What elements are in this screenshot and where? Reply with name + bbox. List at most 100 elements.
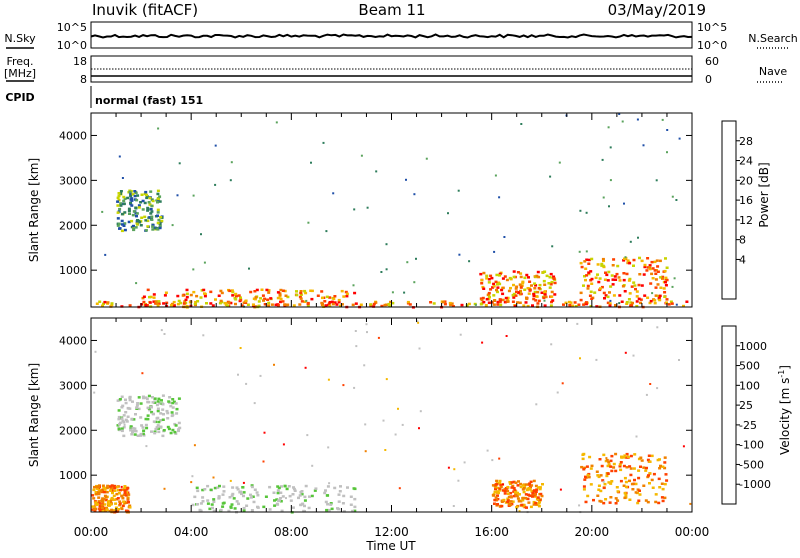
velocity-cell <box>101 488 104 492</box>
velocity-cell <box>157 430 161 434</box>
velocity-cell <box>525 483 529 486</box>
velocity-cell <box>128 407 132 410</box>
velocity-cell <box>494 487 497 491</box>
power-cell <box>519 284 523 288</box>
power-cell <box>501 277 505 280</box>
velocity-cell <box>503 489 507 493</box>
power-cell <box>200 289 204 292</box>
velocity-cell <box>584 500 588 504</box>
velocity-cell <box>632 354 635 357</box>
velocity-cell <box>650 454 654 458</box>
velocity-cell <box>459 333 462 336</box>
velocity-cell <box>150 410 154 414</box>
power-cell <box>638 273 642 276</box>
velocity-cell <box>605 474 609 478</box>
power-cell <box>226 304 230 307</box>
velocity-cell <box>689 502 692 505</box>
power-cell <box>116 196 120 200</box>
velocity-cell <box>171 428 175 432</box>
velocity-cell <box>622 484 626 487</box>
power-cell <box>542 296 546 300</box>
power-cell <box>545 274 549 278</box>
power-cell <box>627 279 631 282</box>
velocity-cell <box>297 496 300 500</box>
power-cell <box>239 298 243 301</box>
power-cell <box>150 215 154 218</box>
power-cell <box>352 284 355 287</box>
velocity-cell <box>299 503 303 507</box>
power-cell <box>460 303 464 307</box>
power-cell <box>606 279 610 282</box>
velocity-cell <box>156 409 160 413</box>
velocity-cell <box>115 492 119 496</box>
velocity-cell <box>550 343 553 346</box>
velocity-cell <box>512 490 516 493</box>
power-cell <box>520 123 523 125</box>
velocity-cell <box>211 506 214 510</box>
power-cell <box>479 297 483 300</box>
power-cell <box>610 274 614 277</box>
velocity-cell <box>264 495 268 498</box>
power-cell <box>323 300 327 303</box>
velocity-cell <box>162 413 165 416</box>
power-cell <box>601 158 604 161</box>
power-cell <box>590 257 594 261</box>
velocity-cell <box>300 492 304 496</box>
velocity-cell <box>581 457 585 461</box>
power-cell <box>604 271 607 274</box>
velocity-cell <box>326 503 330 506</box>
power-cell <box>682 304 685 308</box>
velocity-cell <box>501 489 505 492</box>
power-cell <box>332 297 336 301</box>
power-cell <box>140 216 144 219</box>
velocity-cell <box>610 480 614 483</box>
velocity-cell <box>586 494 590 498</box>
power-cell <box>182 302 186 305</box>
velocity-cell <box>625 452 629 456</box>
velocity-cell <box>122 500 126 503</box>
velocity-cell <box>94 503 98 506</box>
power-cell <box>512 283 515 287</box>
velocity-colorbar-tick: 500 <box>739 360 760 373</box>
velocity-cell <box>606 464 610 468</box>
power-cell <box>127 207 131 211</box>
velocity-cell <box>159 419 163 422</box>
velocity-ytick-label: 4000 <box>59 334 87 347</box>
velocity-cell <box>256 494 260 497</box>
power-cell <box>286 303 290 306</box>
velocity-cell <box>152 420 156 423</box>
velocity-cell <box>242 491 246 494</box>
power-colorbar-tick: 16 <box>739 194 753 207</box>
velocity-cell <box>540 494 544 498</box>
velocity-cell <box>151 401 155 404</box>
power-cell <box>214 183 217 186</box>
velocity-cell <box>190 481 193 484</box>
velocity-colorbar-label-end: ] <box>778 365 792 370</box>
power-cell <box>142 295 146 298</box>
velocity-cell <box>153 401 157 404</box>
velocity-cell <box>98 488 101 492</box>
power-cell <box>602 259 605 263</box>
power-cell <box>607 270 611 274</box>
cpid-value: normal (fast) 151 <box>95 94 203 107</box>
power-cell <box>498 300 502 304</box>
power-cell <box>309 289 313 292</box>
power-cell <box>487 291 491 295</box>
power-cell <box>651 292 654 295</box>
power-cell <box>139 224 143 227</box>
power-cell <box>152 293 156 296</box>
velocity-cell <box>602 486 606 490</box>
velocity-cell <box>144 417 148 421</box>
power-cell <box>625 302 629 305</box>
velocity-cell <box>492 494 496 497</box>
velocity-cell <box>160 329 163 332</box>
power-cell <box>279 288 283 292</box>
velocity-cell <box>398 487 401 490</box>
power-cell <box>134 191 138 194</box>
power-cell <box>385 268 388 271</box>
velocity-cell <box>279 491 283 494</box>
power-cell <box>548 276 552 279</box>
velocity-cell <box>582 468 586 471</box>
power-cell <box>338 304 342 307</box>
power-cell <box>262 299 265 302</box>
